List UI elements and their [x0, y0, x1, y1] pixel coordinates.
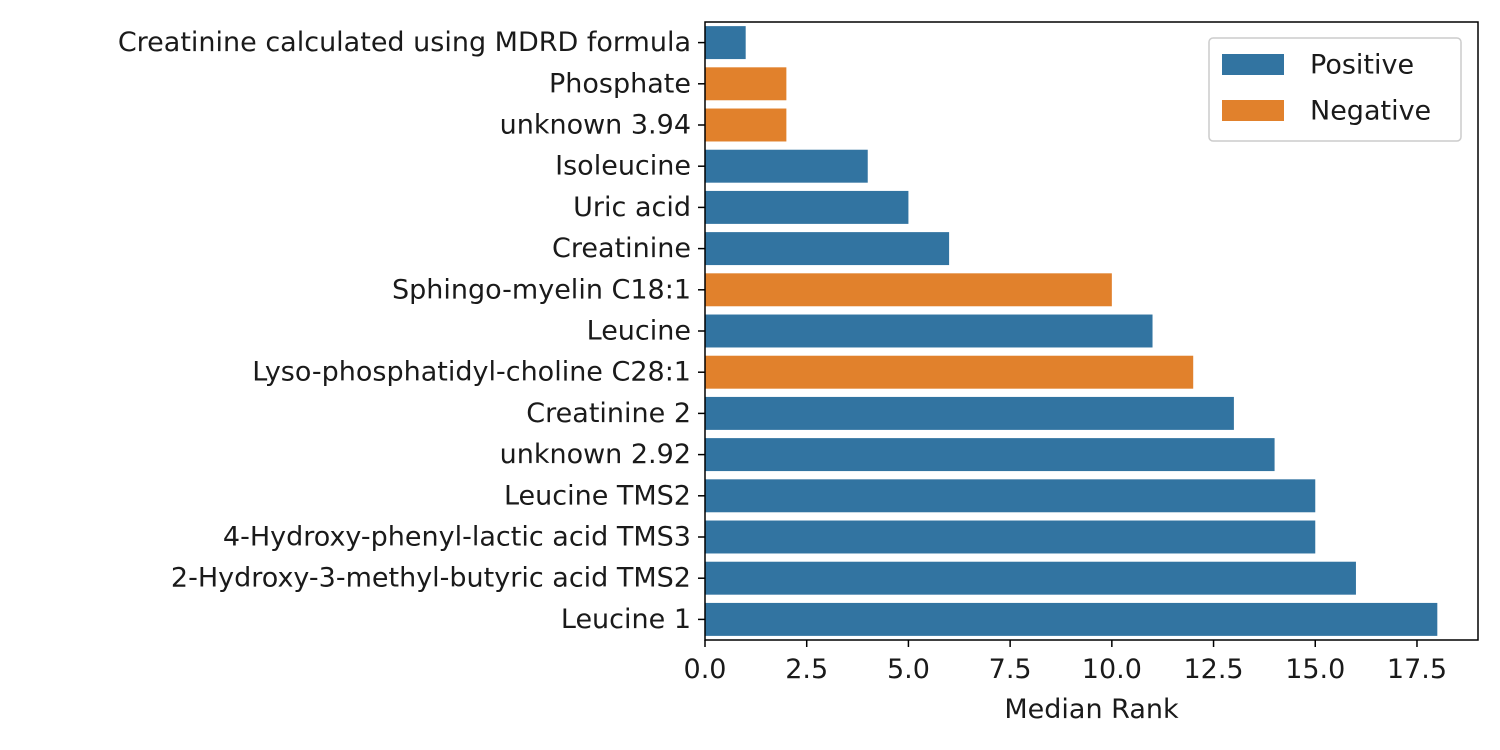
x-tick-label: 15.0	[1285, 654, 1345, 685]
y-tick-label: unknown 2.92	[500, 439, 691, 470]
x-tick-label: 17.5	[1387, 654, 1447, 685]
plot-frame	[704, 21, 1479, 641]
x-axis-ticks: 0.0 2.5 5.0 7.5 10.0 12.5 15.0 17.5	[684, 640, 1447, 685]
bar	[705, 602, 1438, 636]
y-tick-label: 4-Hydroxy-phenyl-lactic acid TMS3	[223, 522, 691, 553]
bar	[705, 190, 909, 224]
bar	[705, 314, 1153, 348]
y-tick-label: Leucine	[587, 316, 691, 347]
y-tick-label: Isoleucine	[555, 151, 691, 182]
y-tick-label: Phosphate	[549, 68, 691, 99]
bar	[705, 479, 1316, 513]
x-tick-label: 2.5	[785, 654, 828, 685]
legend-swatch	[1222, 54, 1284, 75]
y-tick-label: Lyso-phosphatidyl-choline C28:1	[252, 357, 691, 388]
legend-label: Positive	[1310, 50, 1414, 81]
x-tick-label: 10.0	[1082, 654, 1142, 685]
bar	[705, 396, 1234, 430]
bar	[705, 108, 787, 142]
y-tick-label: Creatinine 2	[526, 398, 691, 429]
bars-group	[705, 26, 1438, 636]
bar	[705, 561, 1356, 595]
y-tick-label: unknown 3.94	[500, 110, 691, 141]
y-tick-label: 2-Hydroxy-3-methyl-butyric acid TMS2	[171, 563, 691, 594]
bar	[705, 438, 1275, 472]
x-tick-label: 12.5	[1183, 654, 1243, 685]
y-tick-label: Creatinine calculated using MDRD formula	[118, 27, 691, 58]
bar	[705, 355, 1194, 389]
bar	[705, 26, 746, 60]
bar	[705, 273, 1112, 307]
bar	[705, 149, 868, 183]
bar	[705, 232, 950, 266]
bar	[705, 67, 787, 101]
bar	[705, 520, 1316, 554]
legend-label: Negative	[1310, 96, 1431, 127]
y-tick-label: Sphingo-myelin C18:1	[392, 274, 691, 305]
x-tick-label: 5.0	[887, 654, 930, 685]
legend: Positive Negative	[1208, 37, 1462, 142]
y-tick-label: Uric acid	[573, 192, 691, 223]
legend-swatch	[1222, 100, 1284, 121]
y-axis-ticks: Creatinine calculated using MDRD formula…	[118, 27, 705, 635]
y-tick-label: Creatinine	[552, 233, 691, 264]
y-tick-label: Leucine TMS2	[504, 480, 691, 511]
y-tick-label: Leucine 1	[561, 604, 691, 635]
x-tick-label: 7.5	[989, 654, 1032, 685]
x-axis-label: Median Rank	[1004, 694, 1179, 725]
x-tick-label: 0.0	[684, 654, 727, 685]
